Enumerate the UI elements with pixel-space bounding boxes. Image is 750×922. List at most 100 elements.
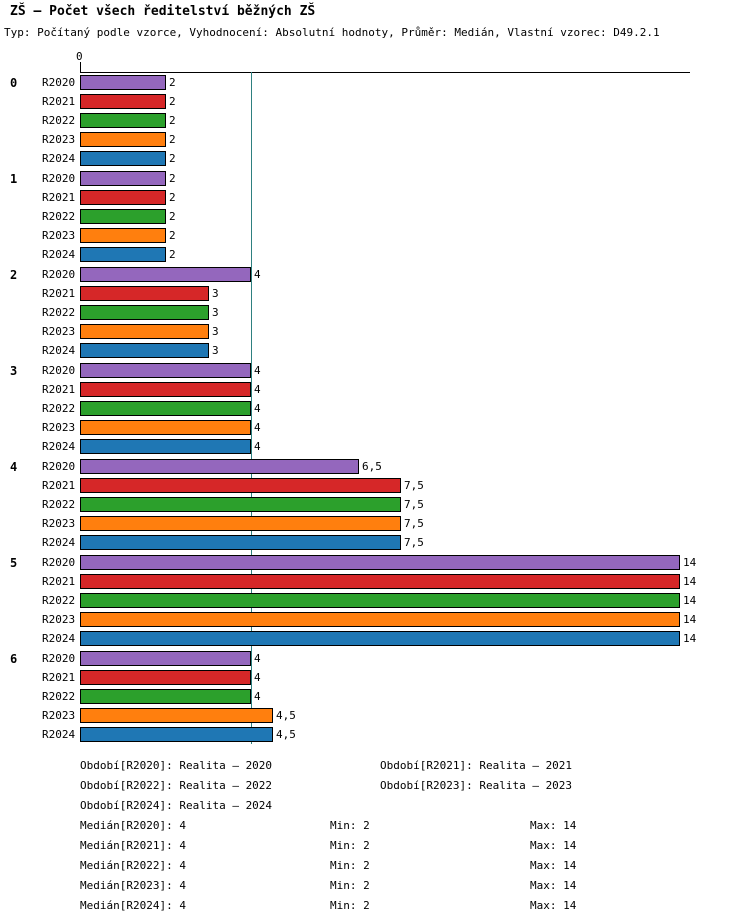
bar-value-label: 3	[212, 325, 219, 338]
bar-row: R2024 2	[0, 245, 750, 264]
group-label: 3	[10, 363, 18, 378]
page-title: ZŠ – Počet všech ředitelství běžných ZŠ	[10, 4, 316, 19]
bar	[80, 535, 401, 550]
footer-row: Medián[R2023]: 4 Min: 2 Max: 14	[0, 876, 750, 896]
footer-row: Medián[R2020]: 4 Min: 2 Max: 14	[0, 816, 750, 836]
bar-value-label: 2	[169, 248, 176, 261]
series-label: R2020	[42, 268, 76, 281]
bar-value-label: 4	[254, 671, 261, 684]
group-label: 0	[10, 75, 18, 90]
bar-row: R2023 4	[0, 418, 750, 437]
bar-row: R2021 4	[0, 668, 750, 687]
bar	[80, 689, 251, 704]
max-stat-label: Max: 14	[530, 879, 577, 892]
series-label: R2020	[42, 556, 76, 569]
bar-row: 3 R2020 4	[0, 361, 750, 380]
bar-value-label: 2	[169, 95, 176, 108]
bar-value-label: 14	[683, 575, 697, 588]
series-label: R2022	[42, 402, 76, 415]
bar-group: 0 R2020 2 R2021 2 R2022 2 R2023 2 R2024 2	[0, 73, 750, 168]
bar	[80, 651, 251, 666]
max-stat-label: Max: 14	[530, 819, 577, 832]
bar	[80, 75, 166, 90]
median-stat-label: Medián[R2023]: 4	[80, 879, 186, 892]
series-label: R2020	[42, 76, 76, 89]
bar	[80, 113, 166, 128]
median-stat-label: Medián[R2020]: 4	[80, 819, 186, 832]
min-stat-label: Min: 2	[330, 879, 370, 892]
x-axis-tick	[80, 62, 81, 72]
bar	[80, 190, 166, 205]
series-label: R2020	[42, 172, 76, 185]
bar	[80, 670, 251, 685]
bar-value-label: 2	[169, 76, 176, 89]
max-stat-label: Max: 14	[530, 839, 577, 852]
bar-row: R2021 2	[0, 92, 750, 111]
bar-value-label: 7,5	[404, 498, 424, 511]
series-label: R2022	[42, 498, 76, 511]
bar-row: R2021 4	[0, 380, 750, 399]
bar-value-label: 4	[254, 402, 261, 415]
bar-value-label: 2	[169, 191, 176, 204]
bar-row: R2022 7,5	[0, 495, 750, 514]
series-label: R2022	[42, 210, 76, 223]
bar-row: R2023 14	[0, 610, 750, 629]
bar-row: R2022 2	[0, 111, 750, 130]
footer-row: Období[R2020]: Realita – 2020 Období[R20…	[0, 756, 750, 776]
min-stat-label: Min: 2	[330, 899, 370, 912]
series-label: R2023	[42, 229, 76, 242]
bar	[80, 363, 251, 378]
bar-value-label: 14	[683, 556, 697, 569]
bar-row: R2023 4,5	[0, 706, 750, 725]
bar-value-label: 4	[254, 421, 261, 434]
group-label: 6	[10, 651, 18, 666]
bar-value-label: 2	[169, 172, 176, 185]
bar	[80, 420, 251, 435]
series-label: R2024	[42, 728, 76, 741]
bar	[80, 401, 251, 416]
series-label: R2021	[42, 95, 76, 108]
bar-value-label: 14	[683, 632, 697, 645]
series-label: R2024	[42, 152, 76, 165]
bar-value-label: 14	[683, 613, 697, 626]
bar	[80, 151, 166, 166]
median-reference-line	[251, 72, 252, 744]
period-label: Období[R2022]: Realita – 2022	[80, 779, 273, 792]
bar-row: R2024 2	[0, 149, 750, 168]
bar-row: R2024 4,5	[0, 725, 750, 744]
bar-value-label: 4	[254, 440, 261, 453]
median-stat-label: Medián[R2022]: 4	[80, 859, 186, 872]
footer-row: Období[R2024]: Realita – 2024	[0, 796, 750, 816]
bar-row: R2023 2	[0, 226, 750, 245]
median-stat-label: Medián[R2021]: 4	[80, 839, 186, 852]
bar	[80, 132, 166, 147]
bar	[80, 343, 209, 358]
bar-value-label: 3	[212, 306, 219, 319]
series-label: R2024	[42, 344, 76, 357]
series-label: R2021	[42, 671, 76, 684]
group-label: 1	[10, 171, 18, 186]
bar-row: R2022 4	[0, 687, 750, 706]
min-stat-label: Min: 2	[330, 819, 370, 832]
bar	[80, 228, 166, 243]
bar	[80, 631, 680, 646]
chart-subtitle: Typ: Počítaný podle vzorce, Vyhodnocení:…	[4, 26, 660, 39]
bar-value-label: 6,5	[362, 460, 382, 473]
bar-row: R2024 4	[0, 437, 750, 456]
bar	[80, 497, 401, 512]
bar	[80, 247, 166, 262]
bar	[80, 94, 166, 109]
chart: 0 0 R2020 2 R2021 2 R2022 2 R2023 2 R2024 2 1 R2020 2…	[0, 50, 750, 745]
bar	[80, 593, 680, 608]
bar-value-label: 7,5	[404, 517, 424, 530]
series-label: R2020	[42, 460, 76, 473]
series-label: R2021	[42, 575, 76, 588]
footer-row: Medián[R2021]: 4 Min: 2 Max: 14	[0, 836, 750, 856]
bar	[80, 382, 251, 397]
bar-row: R2023 3	[0, 322, 750, 341]
series-label: R2023	[42, 325, 76, 338]
bar-row: 6 R2020 4	[0, 649, 750, 668]
series-label: R2024	[42, 632, 76, 645]
chart-groups: 0 R2020 2 R2021 2 R2022 2 R2023 2 R2024 2 1 R2020 2 R2…	[0, 72, 750, 744]
series-label: R2023	[42, 133, 76, 146]
